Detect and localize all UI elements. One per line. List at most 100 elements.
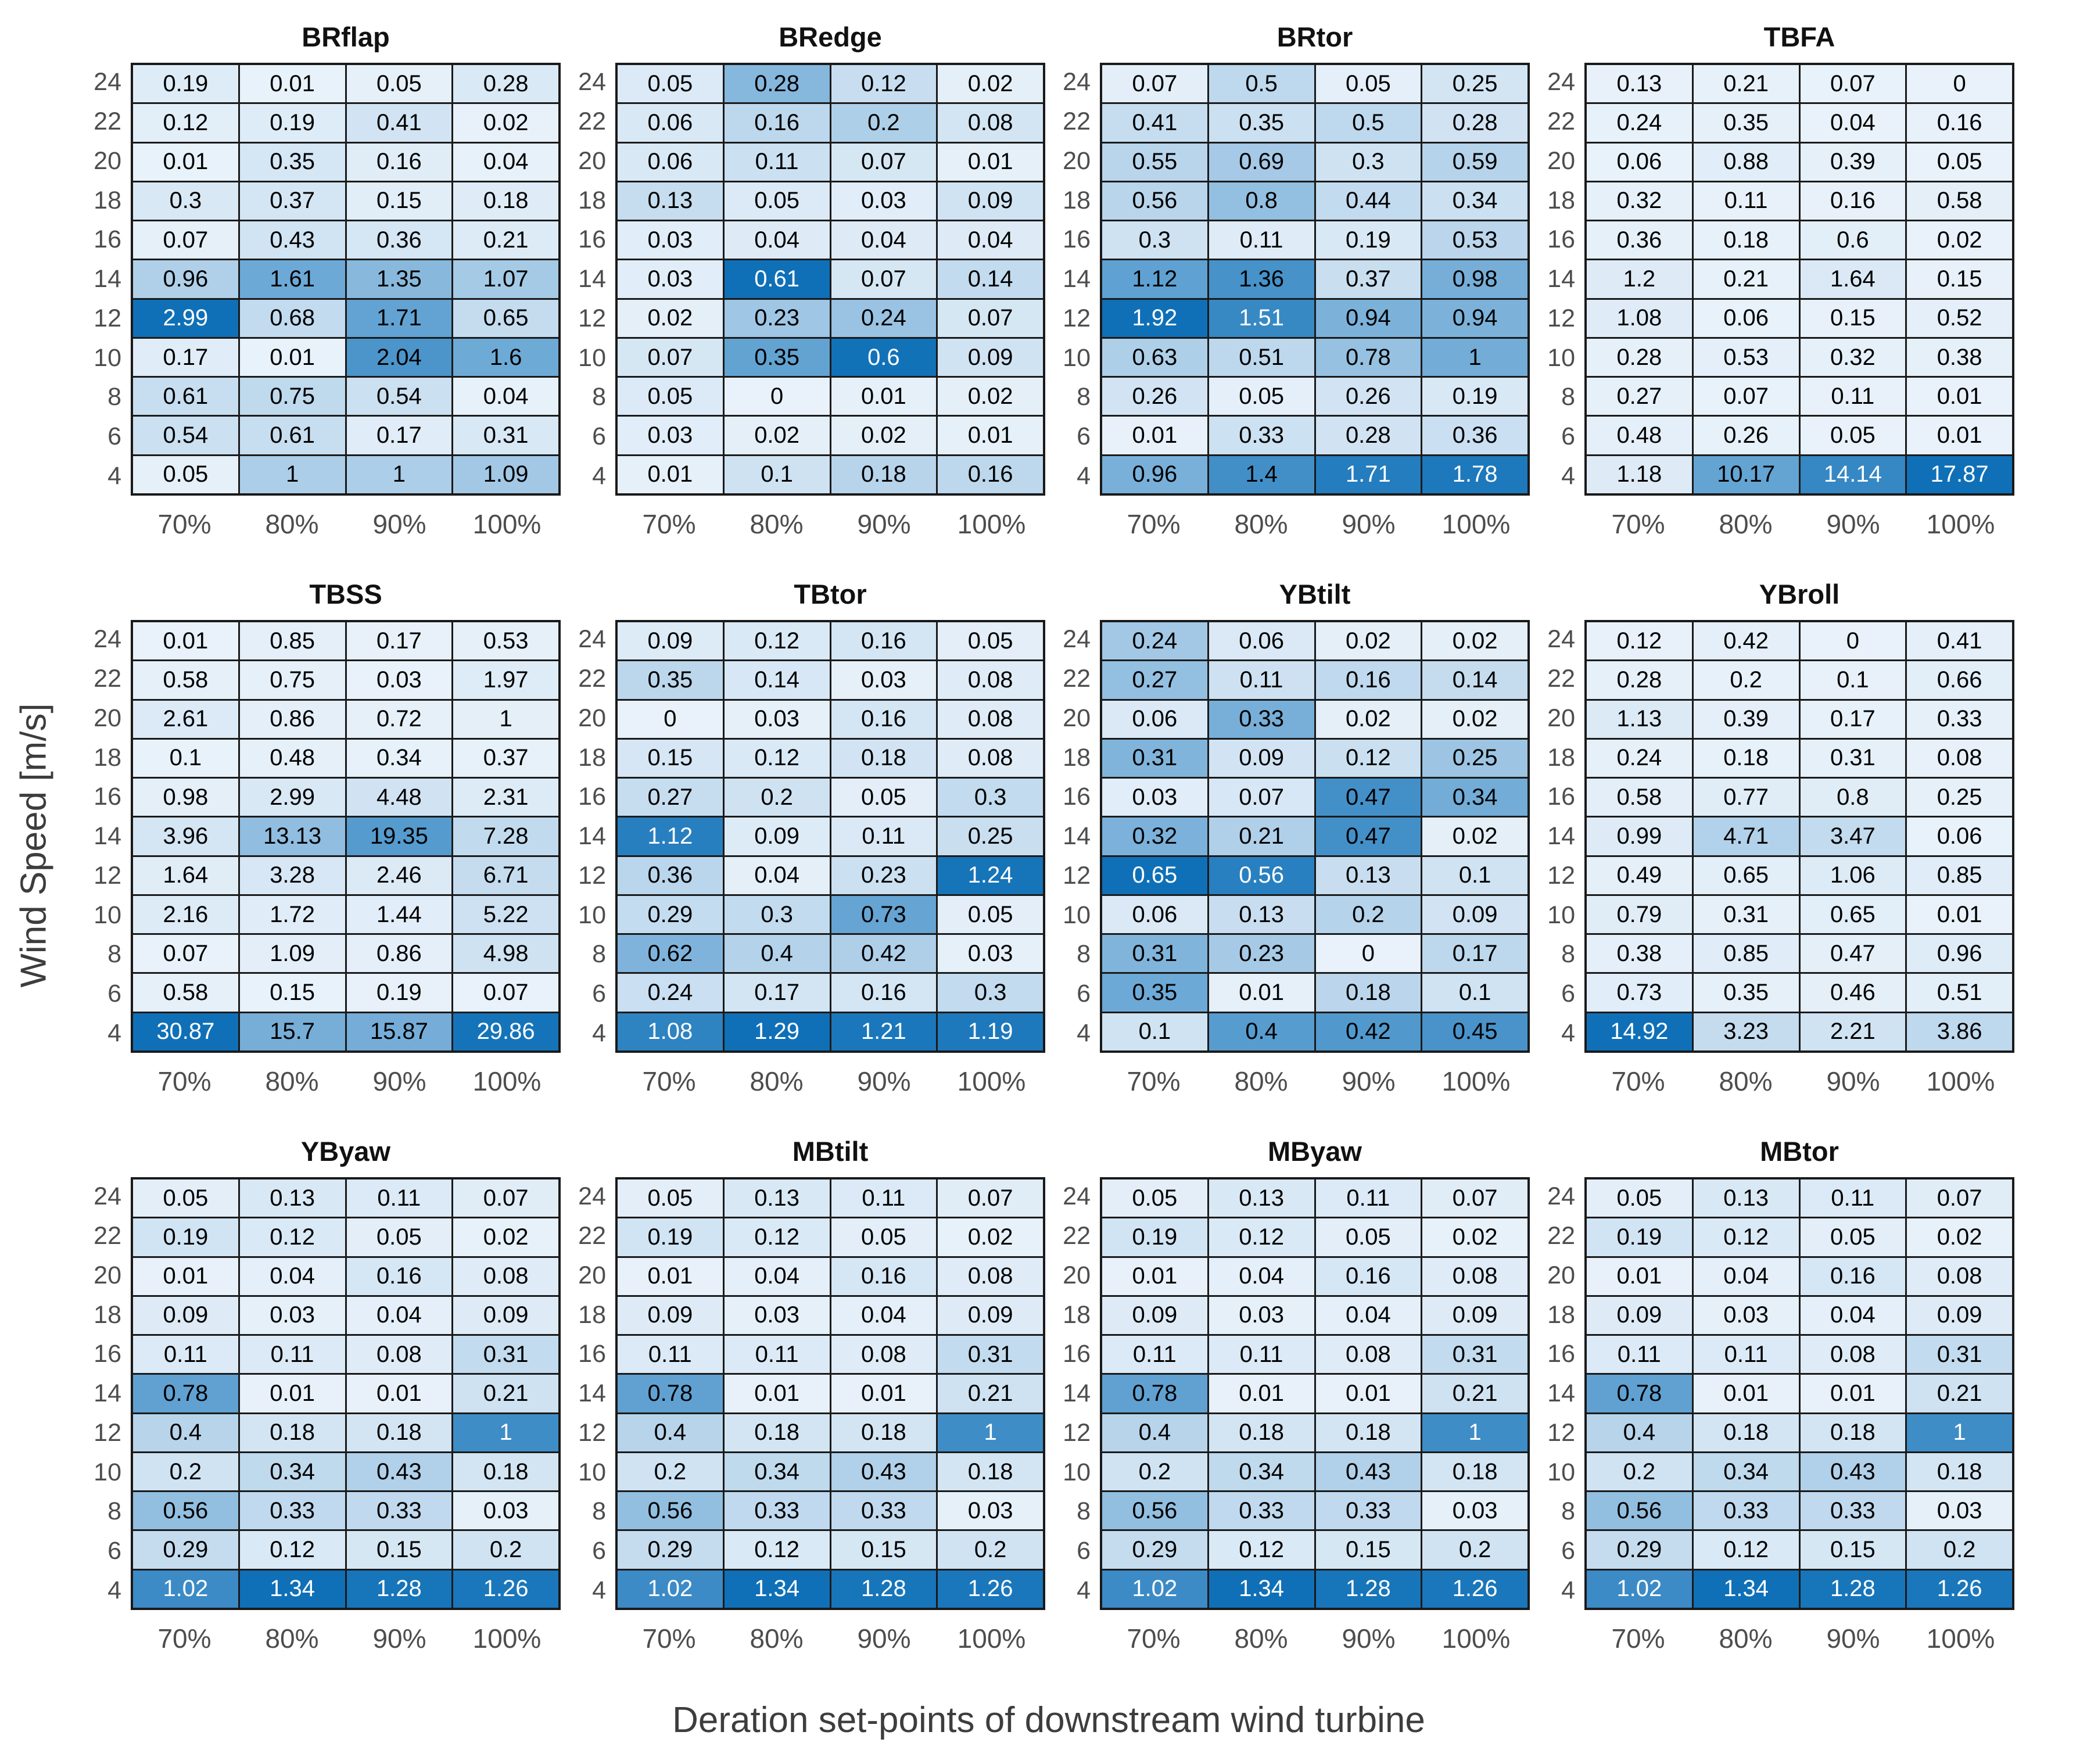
heatmap-cell: 0.18 <box>938 1453 1043 1491</box>
heatmap-cell: 0.12 <box>724 1531 830 1569</box>
heatmap-cell: 0.14 <box>724 661 830 699</box>
heatmap-cell: 0.18 <box>1422 1453 1527 1491</box>
heatmap-cell: 0.13 <box>239 1179 345 1217</box>
heatmap-cell: 0.19 <box>1102 1218 1207 1256</box>
heatmap-cell: 1.72 <box>239 895 345 934</box>
heatmap-cell: 0.16 <box>831 974 937 1012</box>
heatmap-cell: 0.11 <box>133 1336 238 1374</box>
heatmap-cell: 1 <box>1907 1414 2012 1451</box>
panel-title: BRtor <box>1276 21 1353 52</box>
x-tick-row: 70% 80% 90% 100% <box>615 1610 1045 1654</box>
heatmap-cell: 0.07 <box>1693 378 1799 415</box>
x-tick-label: 80% <box>750 1623 804 1654</box>
heatmap-cell: 0.05 <box>1102 1179 1207 1217</box>
heatmap-cell: 0.01 <box>1907 378 2012 415</box>
y-tick-label: 24 <box>1547 1182 1575 1211</box>
heatmap-cell: 0.33 <box>239 1492 345 1530</box>
panel-title: YBtilt <box>1279 579 1351 609</box>
x-tick-row: 70% 80% 90% 100% <box>615 1053 1045 1097</box>
heatmap-cell: 1 <box>453 700 558 738</box>
heatmap-cell: 1.09 <box>453 456 558 493</box>
heatmap-cell: 0.11 <box>1587 1336 1692 1374</box>
heatmap-cell: 0.08 <box>1907 1257 2012 1295</box>
heatmap-cell: 0.21 <box>1209 818 1314 855</box>
heatmap-cell: 1.2 <box>1587 260 1692 298</box>
panel-title: BRflap <box>302 21 390 52</box>
y-tick-label: 18 <box>1063 1300 1091 1329</box>
heatmap-cell: 0.56 <box>1102 182 1207 220</box>
heatmap-panel-MBtilt: MBtilt 24 22 20 18 16 14 12 10 8 6 4 0.05 0.13 0.11 0… <box>563 1131 1045 1654</box>
y-tick-label: 16 <box>94 225 121 254</box>
heatmap-cell: 0.65 <box>1102 856 1207 894</box>
x-tick-label: 100% <box>957 1623 1026 1654</box>
heatmap-table: 0.01 0.85 0.17 0.53 0.58 0.75 0.03 1.97 2.61 0.86… <box>131 620 561 1053</box>
y-tick-label: 8 <box>592 940 606 969</box>
x-tick-label: 80% <box>750 1066 804 1096</box>
heatmap-cell: 10.17 <box>1693 456 1799 493</box>
x-tick-label: 70% <box>1127 509 1181 539</box>
heatmap-cell: 1.35 <box>346 260 452 298</box>
heatmap-cell: 0.69 <box>1209 143 1314 181</box>
heatmap-cell: 0.14 <box>938 260 1043 298</box>
heatmap-cell: 0.03 <box>724 700 830 738</box>
heatmap-cell: 0.33 <box>1907 700 2012 738</box>
y-tick-label: 14 <box>1547 1379 1575 1408</box>
heatmap-cell: 0.06 <box>618 104 723 142</box>
heatmap-cell: 0.25 <box>1907 779 2012 816</box>
heatmap-cell: 0.05 <box>1800 417 1906 454</box>
heatmap-cell: 0.02 <box>938 65 1043 103</box>
y-tick-label: 20 <box>1547 704 1575 732</box>
heatmap-cell: 0.48 <box>1587 417 1692 454</box>
heatmap-cell: 0.85 <box>1693 935 1799 973</box>
heatmap-cell: 0.12 <box>1209 1218 1314 1256</box>
heatmap-cell: 0.01 <box>1102 1257 1207 1295</box>
heatmap-cell: 1.21 <box>831 1013 937 1050</box>
y-tick-label: 12 <box>1063 861 1091 890</box>
heatmap-cell: 0.8 <box>1209 182 1314 220</box>
heatmap-cell: 0.05 <box>724 182 830 220</box>
heatmap-cell: 0.08 <box>938 700 1043 738</box>
heatmap-cell: 0.4 <box>133 1414 238 1451</box>
heatmap-cell: 0.02 <box>1422 1218 1527 1256</box>
x-tick-row: 70% 80% 90% 100% <box>131 496 561 540</box>
y-tick-label: 4 <box>592 1019 606 1047</box>
y-tick-label: 14 <box>1547 822 1575 851</box>
heatmap-cell: 1.78 <box>1422 456 1527 493</box>
heatmap-cell: 0.37 <box>1315 260 1421 298</box>
heatmap-cell: 0.07 <box>133 935 238 973</box>
x-tick-label: 70% <box>157 509 211 539</box>
heatmap-cell: 0.11 <box>1209 661 1314 699</box>
panel-title: YByaw <box>300 1136 391 1167</box>
y-tick-label: 12 <box>1547 861 1575 890</box>
x-tick-label: 90% <box>1342 1066 1396 1096</box>
heatmap-cell: 0.07 <box>453 974 558 1012</box>
heatmap-cell: 0.19 <box>618 1218 723 1256</box>
heatmap-cell: 0.43 <box>1315 1453 1421 1491</box>
heatmap-cell: 1.6 <box>453 338 558 377</box>
x-tick-row: 70% 80% 90% 100% <box>1100 1053 1530 1097</box>
heatmap-cell: 0.47 <box>1800 935 1906 973</box>
heatmap-cell: 0.65 <box>453 299 558 337</box>
heatmap-cell: 0.01 <box>1587 1257 1692 1295</box>
heatmap-cell: 1.34 <box>1209 1570 1314 1608</box>
heatmap-cell: 0.79 <box>1587 895 1692 934</box>
heatmap-table: 0.05 0.13 0.11 0.07 0.19 0.12 0.05 0.02 0.01 0.04… <box>615 1177 1045 1610</box>
y-tick-label: 4 <box>107 1576 121 1604</box>
heatmap-cell: 0.2 <box>618 1453 723 1491</box>
heatmap-cell: 0.33 <box>724 1492 830 1530</box>
heatmap-cell: 1.71 <box>1315 456 1421 493</box>
x-tick-label: 70% <box>1611 1623 1665 1654</box>
heatmap-cell: 0.19 <box>133 1218 238 1256</box>
heatmap-cell: 1.92 <box>1102 299 1207 337</box>
heatmap-cell: 0.47 <box>1315 779 1421 816</box>
y-tick-column: 24 22 20 18 16 14 12 10 8 6 4 <box>1048 63 1100 496</box>
heatmap-cell: 0.19 <box>1587 1218 1692 1256</box>
heatmap-cell: 0.06 <box>1102 895 1207 934</box>
heatmap-cell: 0.37 <box>453 739 558 777</box>
y-tick-label: 8 <box>592 383 606 411</box>
y-tick-label: 18 <box>1547 1300 1575 1329</box>
heatmap-cell: 0.24 <box>831 299 937 337</box>
heatmap-cell: 0.04 <box>724 221 830 259</box>
heatmap-cell: 29.86 <box>453 1013 558 1050</box>
heatmap-cell: 0.18 <box>453 182 558 220</box>
